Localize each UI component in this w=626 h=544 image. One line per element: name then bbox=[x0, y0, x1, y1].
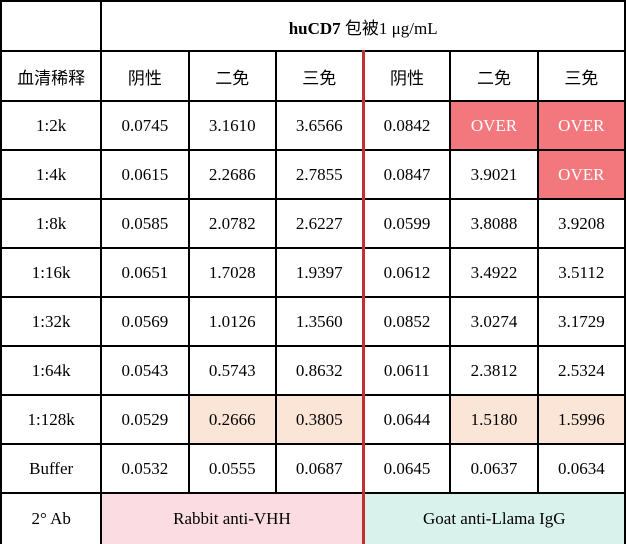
table-cell: 2.2686 bbox=[187, 149, 277, 200]
table-cell: 0.0847 bbox=[361, 149, 452, 200]
table-cell: 0.0645 bbox=[361, 443, 452, 494]
row-header-label: 血清稀释 bbox=[0, 50, 103, 102]
row-label: 1:64k bbox=[0, 345, 103, 396]
table-cell: 0.0852 bbox=[361, 296, 452, 347]
table-cell: 2.5324 bbox=[536, 345, 626, 396]
table-cell: 1.3560 bbox=[274, 296, 365, 347]
table-cell-highlighted: 0.2666 bbox=[187, 394, 277, 445]
coating-antigen: huCD7 bbox=[288, 18, 341, 38]
table-cell: 2.0782 bbox=[187, 198, 277, 249]
table-row: 1:8k 0.0585 2.0782 2.6227 0.0599 3.8088 … bbox=[0, 198, 626, 249]
table-cell: 3.8088 bbox=[449, 198, 539, 249]
row-label: 1:4k bbox=[0, 149, 103, 200]
table-cell: 0.0543 bbox=[100, 345, 190, 396]
table-row-secondary-antibody: 2° Ab Rabbit anti-VHH Goat anti-Llama Ig… bbox=[0, 492, 626, 544]
table-cell: 0.0637 bbox=[449, 443, 539, 494]
table-row: Buffer 0.0532 0.0555 0.0687 0.0645 0.063… bbox=[0, 443, 626, 494]
row-label: Buffer bbox=[0, 443, 103, 494]
row-label: 1:128k bbox=[0, 394, 103, 445]
row-label: 1:16k bbox=[0, 247, 103, 298]
column-header: 阴性 bbox=[100, 50, 190, 102]
table-cell: 1.9397 bbox=[274, 247, 365, 298]
table-cell: 2.7855 bbox=[274, 149, 365, 200]
column-header: 三免 bbox=[536, 50, 626, 102]
table-cell: 2.3812 bbox=[449, 345, 539, 396]
table-cell: 0.0599 bbox=[361, 198, 452, 249]
coating-concentration: 包被1 μg/mL bbox=[340, 18, 438, 38]
table-cell-over: OVER bbox=[536, 149, 626, 200]
row-label: 1:8k bbox=[0, 198, 103, 249]
secondary-antibody-label: 2° Ab bbox=[0, 492, 103, 544]
table-row: 1:32k 0.0569 1.0126 1.3560 0.0852 3.0274… bbox=[0, 296, 626, 347]
table-row-title: huCD7 包被1 μg/mL bbox=[0, 0, 626, 52]
table-cell: 0.0644 bbox=[361, 394, 452, 445]
table-cell: 3.1729 bbox=[536, 296, 626, 347]
table-cell: 2.6227 bbox=[274, 198, 365, 249]
column-header: 阴性 bbox=[361, 50, 452, 102]
row-label: 1:32k bbox=[0, 296, 103, 347]
table-cell-highlighted: 1.5996 bbox=[536, 394, 626, 445]
table-cell-highlighted: 0.3805 bbox=[274, 394, 365, 445]
table-cell: 0.0611 bbox=[361, 345, 452, 396]
table-cell: 0.0555 bbox=[187, 443, 277, 494]
table-cell: 3.9208 bbox=[536, 198, 626, 249]
table-cell: 3.9021 bbox=[449, 149, 539, 200]
column-header: 三免 bbox=[274, 50, 365, 102]
table-cell: 0.0745 bbox=[100, 100, 190, 151]
secondary-antibody-right-group: Goat anti-Llama IgG bbox=[361, 492, 626, 544]
corner-cell bbox=[0, 0, 103, 52]
secondary-antibody-left-group: Rabbit anti-VHH bbox=[100, 492, 365, 544]
table-cell-over: OVER bbox=[536, 100, 626, 151]
table-cell: 0.0651 bbox=[100, 247, 190, 298]
table-cell: 3.4922 bbox=[449, 247, 539, 298]
table-cell: 0.0532 bbox=[100, 443, 190, 494]
table-cell: 0.0842 bbox=[361, 100, 452, 151]
table-cell: 0.8632 bbox=[274, 345, 365, 396]
table-cell: 0.0585 bbox=[100, 198, 190, 249]
table-row: 1:16k 0.0651 1.7028 1.9397 0.0612 3.4922… bbox=[0, 247, 626, 298]
table-row: 1:64k 0.0543 0.5743 0.8632 0.0611 2.3812… bbox=[0, 345, 626, 396]
table-cell-highlighted: 1.5180 bbox=[449, 394, 539, 445]
table-cell: 0.0615 bbox=[100, 149, 190, 200]
table-cell-over: OVER bbox=[449, 100, 539, 151]
table-row: 1:4k 0.0615 2.2686 2.7855 0.0847 3.9021 … bbox=[0, 149, 626, 200]
table-cell: 0.0612 bbox=[361, 247, 452, 298]
coating-title: huCD7 包被1 μg/mL bbox=[100, 0, 626, 52]
column-header: 二免 bbox=[187, 50, 277, 102]
table-cell: 3.6566 bbox=[274, 100, 365, 151]
table-cell: 1.7028 bbox=[187, 247, 277, 298]
table-cell: 3.5112 bbox=[536, 247, 626, 298]
table-cell: 0.0634 bbox=[536, 443, 626, 494]
table-cell: 0.0687 bbox=[274, 443, 365, 494]
table-cell: 0.5743 bbox=[187, 345, 277, 396]
table-row-headers: 血清稀释 阴性 二免 三免 阴性 二免 三免 bbox=[0, 50, 626, 102]
table-cell: 0.0529 bbox=[100, 394, 190, 445]
table-cell: 3.1610 bbox=[187, 100, 277, 151]
row-label: 1:2k bbox=[0, 100, 103, 151]
table-cell: 0.0569 bbox=[100, 296, 190, 347]
table-row: 1:2k 0.0745 3.1610 3.6566 0.0842 OVER OV… bbox=[0, 100, 626, 151]
table-cell: 3.0274 bbox=[449, 296, 539, 347]
table-row: 1:128k 0.0529 0.2666 0.3805 0.0644 1.518… bbox=[0, 394, 626, 445]
table-cell: 1.0126 bbox=[187, 296, 277, 347]
column-header: 二免 bbox=[449, 50, 539, 102]
